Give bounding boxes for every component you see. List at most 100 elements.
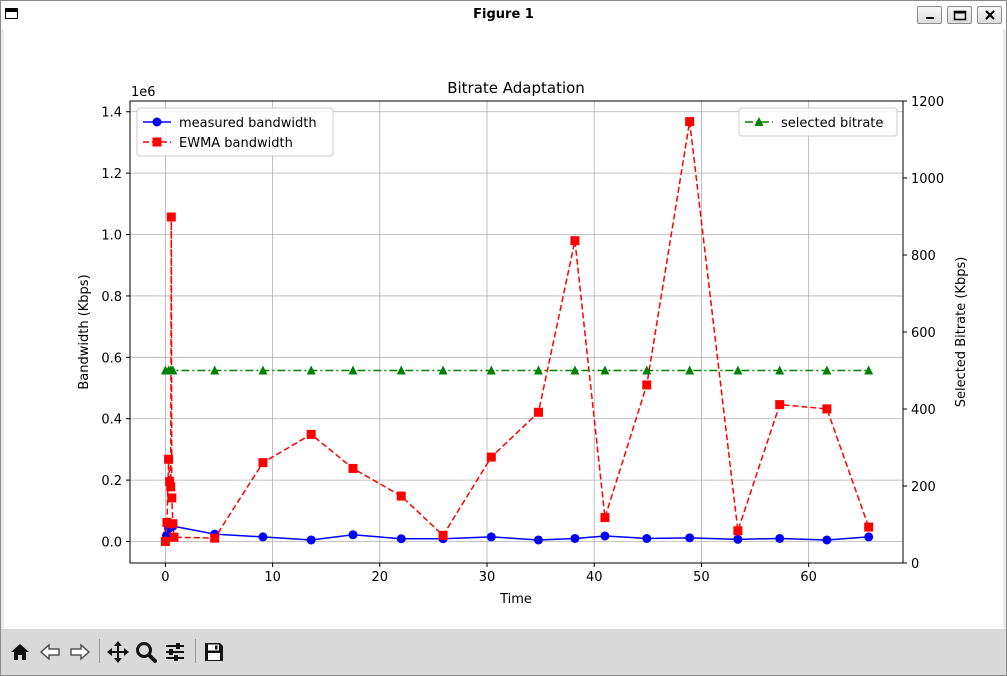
navigation-toolbar [1, 629, 1006, 675]
zoom-button[interactable] [133, 639, 159, 665]
close-button[interactable] [977, 6, 1002, 24]
y-scale-label: 1e6 [131, 85, 156, 100]
EWMA-bandwidth-point [348, 463, 358, 473]
selected-bitrate-point [822, 365, 832, 375]
y2-tick-label: 800 [911, 249, 936, 264]
selected-bitrate-point [258, 365, 268, 375]
back-button[interactable] [37, 639, 63, 665]
selected-bitrate-point [533, 365, 543, 375]
selected-bitrate-point [642, 365, 652, 375]
measured-bandwidth-point [306, 535, 316, 545]
selected-bitrate-point [570, 365, 580, 375]
EWMA-bandwidth-point [733, 526, 743, 536]
figure-canvas[interactable]: Bitrate Adaptation 1e6 Time Bandwidth (K… [4, 29, 1003, 629]
measured-bandwidth-line [165, 523, 869, 541]
legend-label-measured-bandwidth: measured bandwidth [179, 116, 317, 131]
zoom-icon [136, 642, 157, 663]
EWMA-bandwidth-line [164, 121, 870, 542]
selected-bitrate-point [396, 365, 406, 375]
legend-label-selected-bitrate: selected bitrate [781, 116, 883, 131]
x-tick-label: 60 [800, 570, 817, 585]
EWMA-bandwidth-point [168, 519, 178, 529]
measured-bandwidth-point [396, 534, 406, 544]
y2-tick-label: 600 [911, 326, 936, 341]
measured-bandwidth-point [570, 533, 580, 543]
selected-bitrate-point [486, 365, 496, 375]
EWMA-bandwidth-point [864, 522, 874, 532]
measured-bandwidth-point [486, 532, 496, 542]
EWMA-bandwidth-point [210, 533, 220, 543]
y2-axis-label: Selected Bitrate (Kbps) [954, 257, 969, 408]
measured-bandwidth-point [864, 532, 874, 542]
measured-bandwidth-point [600, 531, 610, 541]
minimize-button[interactable] [917, 6, 942, 24]
measured-bandwidth-point [822, 535, 832, 545]
x-tick-label: 0 [161, 570, 169, 585]
y2-tick-label: 1000 [911, 172, 944, 187]
y-tick-label: 1.2 [101, 167, 122, 182]
bitrate-chart: Bitrate Adaptation 1e6 Time Bandwidth (K… [77, 79, 969, 607]
save-button[interactable] [201, 639, 227, 665]
y2-tick-label: 0 [911, 557, 919, 572]
measured-bandwidth-point [258, 532, 268, 542]
y-axis-label: Bandwidth (Kbps) [77, 274, 92, 389]
save-icon [205, 643, 223, 661]
selected-bitrate-point [600, 365, 610, 375]
forward-button[interactable] [67, 639, 93, 665]
forward-icon [70, 643, 91, 661]
EWMA-bandwidth-point [533, 407, 543, 417]
y2-tick-label: 200 [911, 480, 936, 495]
selected-bitrate-point [864, 365, 874, 375]
home-icon [11, 644, 29, 660]
selected-bitrate-point [168, 365, 178, 375]
legend-marker-measured-bandwidth [152, 117, 162, 127]
pan-button[interactable] [105, 639, 131, 665]
legend-frame [738, 107, 898, 137]
maximize-button[interactable] [947, 6, 972, 24]
EWMA-bandwidth-point [169, 532, 179, 542]
y-tick-label: 0.6 [101, 351, 122, 366]
EWMA-bandwidth-point [600, 513, 610, 523]
minimize-icon [925, 17, 934, 19]
EWMA-bandwidth-point [775, 400, 785, 410]
y2-tick-label: 400 [911, 403, 936, 418]
y-tick-label: 0.4 [101, 413, 122, 428]
EWMA-bandwidth-point [822, 404, 832, 414]
EWMA-bandwidth-point [164, 454, 174, 464]
EWMA-bandwidth-point [162, 517, 172, 527]
y-tick-label: 0.8 [101, 290, 122, 305]
app-icon [5, 8, 18, 19]
maximize-icon [953, 10, 966, 20]
selected-bitrate-point [733, 365, 743, 375]
measured-bandwidth-point [642, 533, 652, 543]
configure-subplots-button[interactable] [162, 639, 188, 665]
selected-bitrate-point [438, 365, 448, 375]
window-title: Figure 1 [473, 7, 534, 22]
configure-subplots-icon [166, 643, 184, 661]
measured-bandwidth-point [733, 534, 743, 544]
EWMA-bandwidth-point [685, 117, 695, 127]
measured-bandwidth-point [775, 533, 785, 543]
legend-frame [136, 107, 334, 157]
plot-frame [129, 100, 904, 564]
toolbar-separator [99, 639, 100, 663]
close-icon [984, 10, 995, 20]
selected-bitrate-point [685, 365, 695, 375]
legend-marker-selected-bitrate [754, 117, 764, 126]
EWMA-bandwidth-point [486, 452, 496, 462]
title-bar: Figure 1 [1, 1, 1006, 29]
x-tick-label: 50 [693, 570, 710, 585]
chart-title: Bitrate Adaptation [447, 79, 585, 97]
selected-bitrate-point [210, 365, 220, 375]
EWMA-bandwidth-point [642, 380, 652, 390]
EWMA-bandwidth-point [165, 477, 175, 487]
y2-tick-label: 1200 [911, 95, 944, 110]
EWMA-bandwidth-point [396, 491, 406, 501]
measured-bandwidth-point [348, 530, 358, 540]
back-icon [39, 643, 60, 661]
x-axis-label: Time [499, 592, 532, 607]
home-button[interactable] [7, 639, 33, 665]
x-tick-label: 30 [479, 570, 496, 585]
selected-bitrate-point [775, 365, 785, 375]
